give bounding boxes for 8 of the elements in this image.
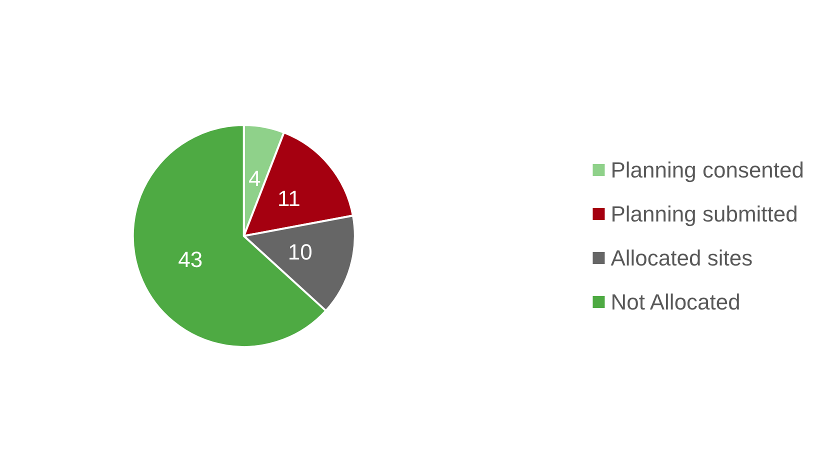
legend-label: Not Allocated [610,290,740,314]
data-label: 10 [288,240,312,265]
legend-label: Planning submitted [610,202,798,226]
legend-label: Allocated sites [610,246,753,270]
data-label: 43 [178,247,203,272]
legend-label: Planning consented [610,158,804,182]
data-label: 11 [277,186,300,212]
data-label: 4 [248,166,261,191]
